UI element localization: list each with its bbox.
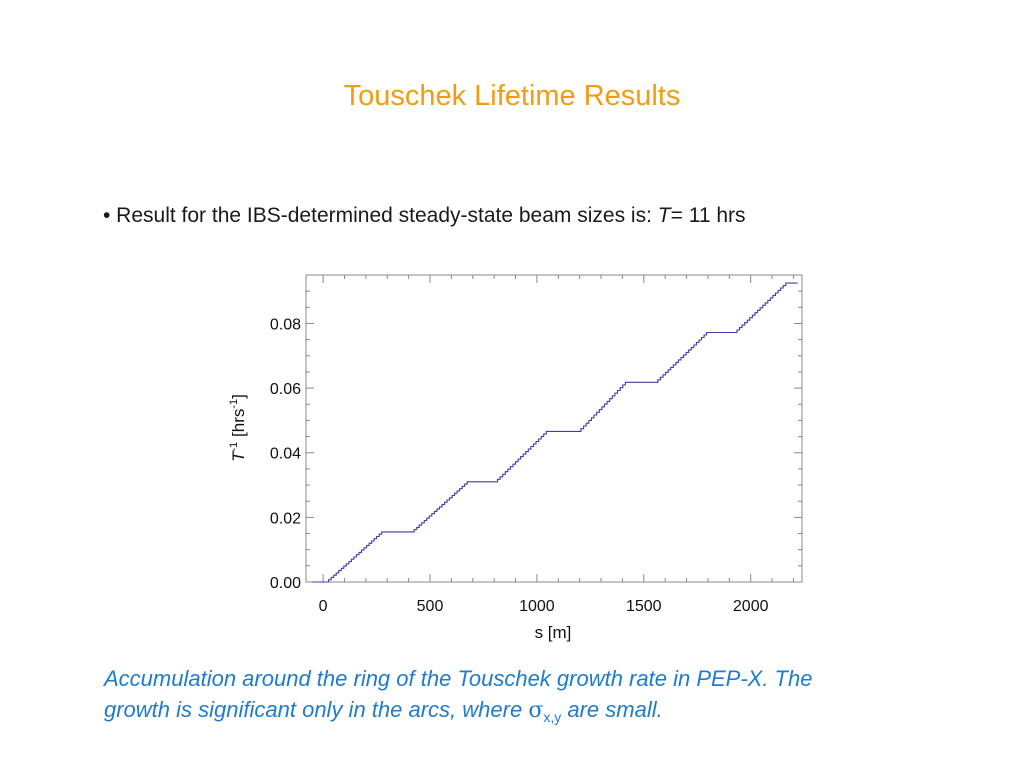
bullet-value: = 11 hrs: [670, 204, 746, 227]
result-bullet: • Result for the IBS-determined steady-s…: [103, 204, 746, 228]
y-tick-label: 0.06: [270, 381, 301, 398]
sigma-symbol: σ: [528, 698, 544, 723]
y-axis-label-unit-sup: -1: [228, 399, 240, 409]
y-tick-labels: 0.00 0.02 0.04 0.06 0.08: [270, 316, 301, 592]
y-tick-label: 0.02: [270, 510, 301, 527]
x-tick-label: 1500: [626, 598, 662, 615]
x-axis-label: s [m]: [535, 623, 572, 642]
touschek-rate-chart: 0 500 1000 1500 2000 0.00 0.02 0.04 0.06 0.08 s …: [228, 274, 803, 642]
axis-ticks: [306, 275, 802, 583]
x-tick-label: 2000: [733, 598, 769, 615]
plot-frame: [305, 274, 803, 583]
figure-caption: Accumulation around the ring of the Tous…: [104, 663, 984, 728]
sigma-subscript: x,y: [543, 709, 562, 725]
y-tick-label: 0.04: [270, 446, 301, 463]
y-axis-label-var: T: [229, 450, 248, 462]
y-axis-label-sup: -1: [228, 442, 240, 452]
series-layer: [312, 282, 798, 583]
caption-line-2: growth is significant only in the arcs, …: [104, 694, 984, 728]
caption-line-1: Accumulation around the ring of the Tous…: [104, 666, 813, 691]
y-axis-label-close: ]: [229, 394, 248, 399]
bullet-text: • Result for the IBS-determined steady-s…: [103, 204, 658, 227]
y-axis-label: T-1 [hrs-1]: [228, 394, 248, 462]
y-axis-label-unit: [hrs: [229, 409, 248, 442]
y-tick-label: 0.00: [270, 575, 301, 592]
caption-line-2-start: growth is significant only in the arcs, …: [104, 697, 529, 722]
x-tick-label: 1000: [519, 598, 555, 615]
x-tick-label: 0: [319, 598, 328, 615]
x-tick-label: 500: [417, 598, 444, 615]
caption-line-2-end: are small.: [561, 697, 663, 722]
y-tick-label: 0.08: [270, 316, 301, 333]
x-tick-labels: 0 500 1000 1500 2000: [319, 598, 769, 615]
bullet-variable: T: [657, 204, 671, 227]
slide-title: Touschek Lifetime Results: [343, 80, 681, 112]
series-line-0: [312, 282, 798, 583]
